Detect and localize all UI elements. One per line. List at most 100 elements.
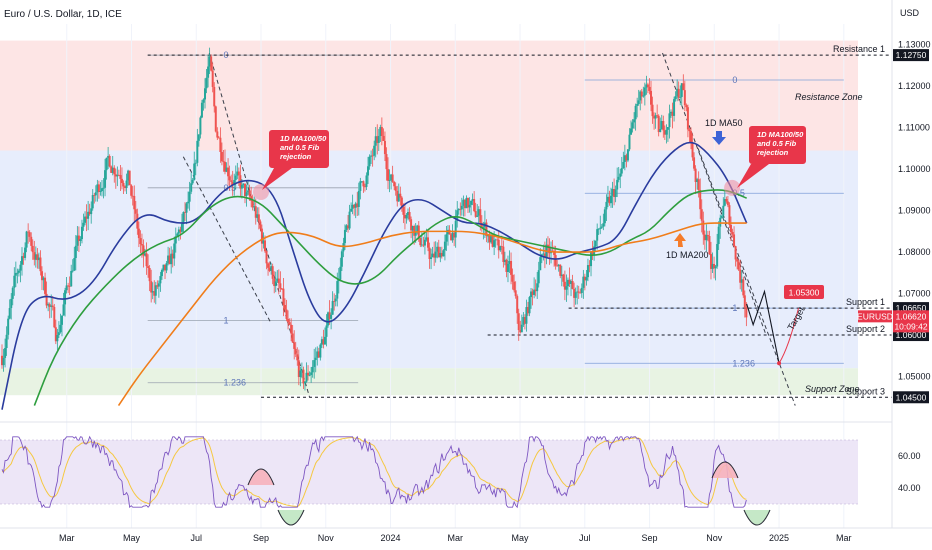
- candle-body: [40, 271, 43, 281]
- candle-body: [111, 167, 114, 173]
- candle-body: [613, 189, 616, 197]
- candle-body: [283, 305, 286, 310]
- candle-body: [5, 334, 8, 349]
- resistance-zone-label: Resistance Zone: [795, 92, 863, 102]
- candle-body: [510, 260, 513, 275]
- candle-body: [517, 313, 520, 331]
- candle-body: [473, 198, 476, 212]
- candle-body: [237, 171, 240, 176]
- x-tick-3: Sep: [253, 533, 269, 543]
- candle-body: [454, 220, 457, 238]
- candle-body: [428, 247, 431, 259]
- candle-body: [156, 285, 159, 287]
- candle-body: [140, 244, 143, 246]
- candle-body: [606, 196, 609, 202]
- candle-body: [453, 232, 456, 238]
- level-price-2: 1.06000: [896, 330, 927, 340]
- candle-body: [725, 199, 728, 202]
- candle-body: [585, 277, 588, 281]
- candle-body: [228, 176, 231, 181]
- candle-body: [219, 137, 222, 152]
- candle-body: [614, 189, 617, 197]
- candle-body: [494, 239, 497, 241]
- candle-body: [68, 286, 71, 287]
- candle-body: [253, 206, 256, 208]
- candle-body: [436, 246, 439, 252]
- candle-body: [433, 253, 436, 258]
- candle-body: [423, 239, 426, 246]
- candle-body: [633, 119, 636, 123]
- candle-body: [310, 372, 313, 375]
- candle-body: [391, 174, 394, 182]
- candle-body: [705, 234, 708, 241]
- candle-body: [706, 234, 709, 237]
- candle-body: [185, 203, 188, 213]
- candle-body: [99, 191, 102, 192]
- candle-body: [340, 251, 343, 267]
- candle-body: [127, 170, 130, 181]
- candle-body: [419, 237, 422, 246]
- candle-body: [425, 237, 428, 240]
- target-point: [777, 361, 782, 366]
- candle-body: [376, 136, 379, 143]
- candle-body: [736, 259, 739, 262]
- candle-body: [64, 290, 67, 305]
- candle-body: [105, 157, 108, 171]
- candle-body: [708, 236, 711, 255]
- channel-line-2: [662, 52, 767, 336]
- candle-body: [196, 140, 199, 163]
- candle-body: [685, 105, 688, 108]
- fib-label: 0.5: [732, 188, 745, 198]
- candle-body: [513, 281, 516, 291]
- candle-body: [187, 201, 190, 204]
- x-tick-0: Mar: [59, 533, 75, 543]
- candle-body: [734, 246, 737, 260]
- rsi-top-arc-1: [247, 468, 275, 486]
- candle-body: [214, 106, 217, 132]
- y-tick-1: 1.12000: [898, 81, 931, 91]
- candle-body: [628, 134, 631, 150]
- candle-body: [200, 102, 203, 118]
- candle-body: [290, 324, 293, 334]
- candle-body: [37, 257, 40, 261]
- candle-body: [297, 360, 300, 378]
- candle-body: [568, 279, 571, 284]
- candle-body: [634, 105, 637, 120]
- candle-body: [54, 327, 57, 342]
- candle-body: [22, 256, 25, 258]
- candle-body: [39, 257, 42, 272]
- candle-body: [79, 239, 82, 241]
- candle-body: [739, 269, 742, 283]
- candle-body: [493, 240, 496, 247]
- currency-label[interactable]: USD: [900, 8, 920, 18]
- candle-body: [142, 245, 145, 256]
- candle-body: [27, 231, 30, 233]
- candle-body: [148, 267, 151, 282]
- candle-body: [353, 204, 356, 208]
- rsi-bottom-arc-2: [743, 509, 771, 526]
- candle-body: [660, 121, 663, 130]
- candle-body: [256, 214, 259, 218]
- rsi-tick-1: 40.00: [898, 483, 921, 493]
- candle-body: [566, 279, 569, 287]
- candle-body: [671, 111, 674, 116]
- candle-body: [311, 366, 314, 373]
- candle-body: [243, 183, 246, 196]
- candle-body: [586, 265, 589, 278]
- callout-2-text: and 0.5 Fib: [757, 139, 797, 148]
- candle-body: [673, 99, 676, 116]
- candle-body: [659, 129, 662, 133]
- candle-body: [363, 186, 366, 188]
- candle-body: [13, 275, 16, 288]
- candle-body: [605, 201, 608, 210]
- candle-body: [171, 253, 174, 259]
- candle-body: [610, 195, 613, 204]
- candle-body: [91, 195, 94, 209]
- candle-body: [128, 170, 131, 186]
- candle-body: [85, 216, 88, 219]
- candle-body: [403, 214, 406, 219]
- candle-body: [390, 174, 393, 181]
- current-price-tag: [893, 310, 929, 333]
- candle-body: [44, 277, 47, 294]
